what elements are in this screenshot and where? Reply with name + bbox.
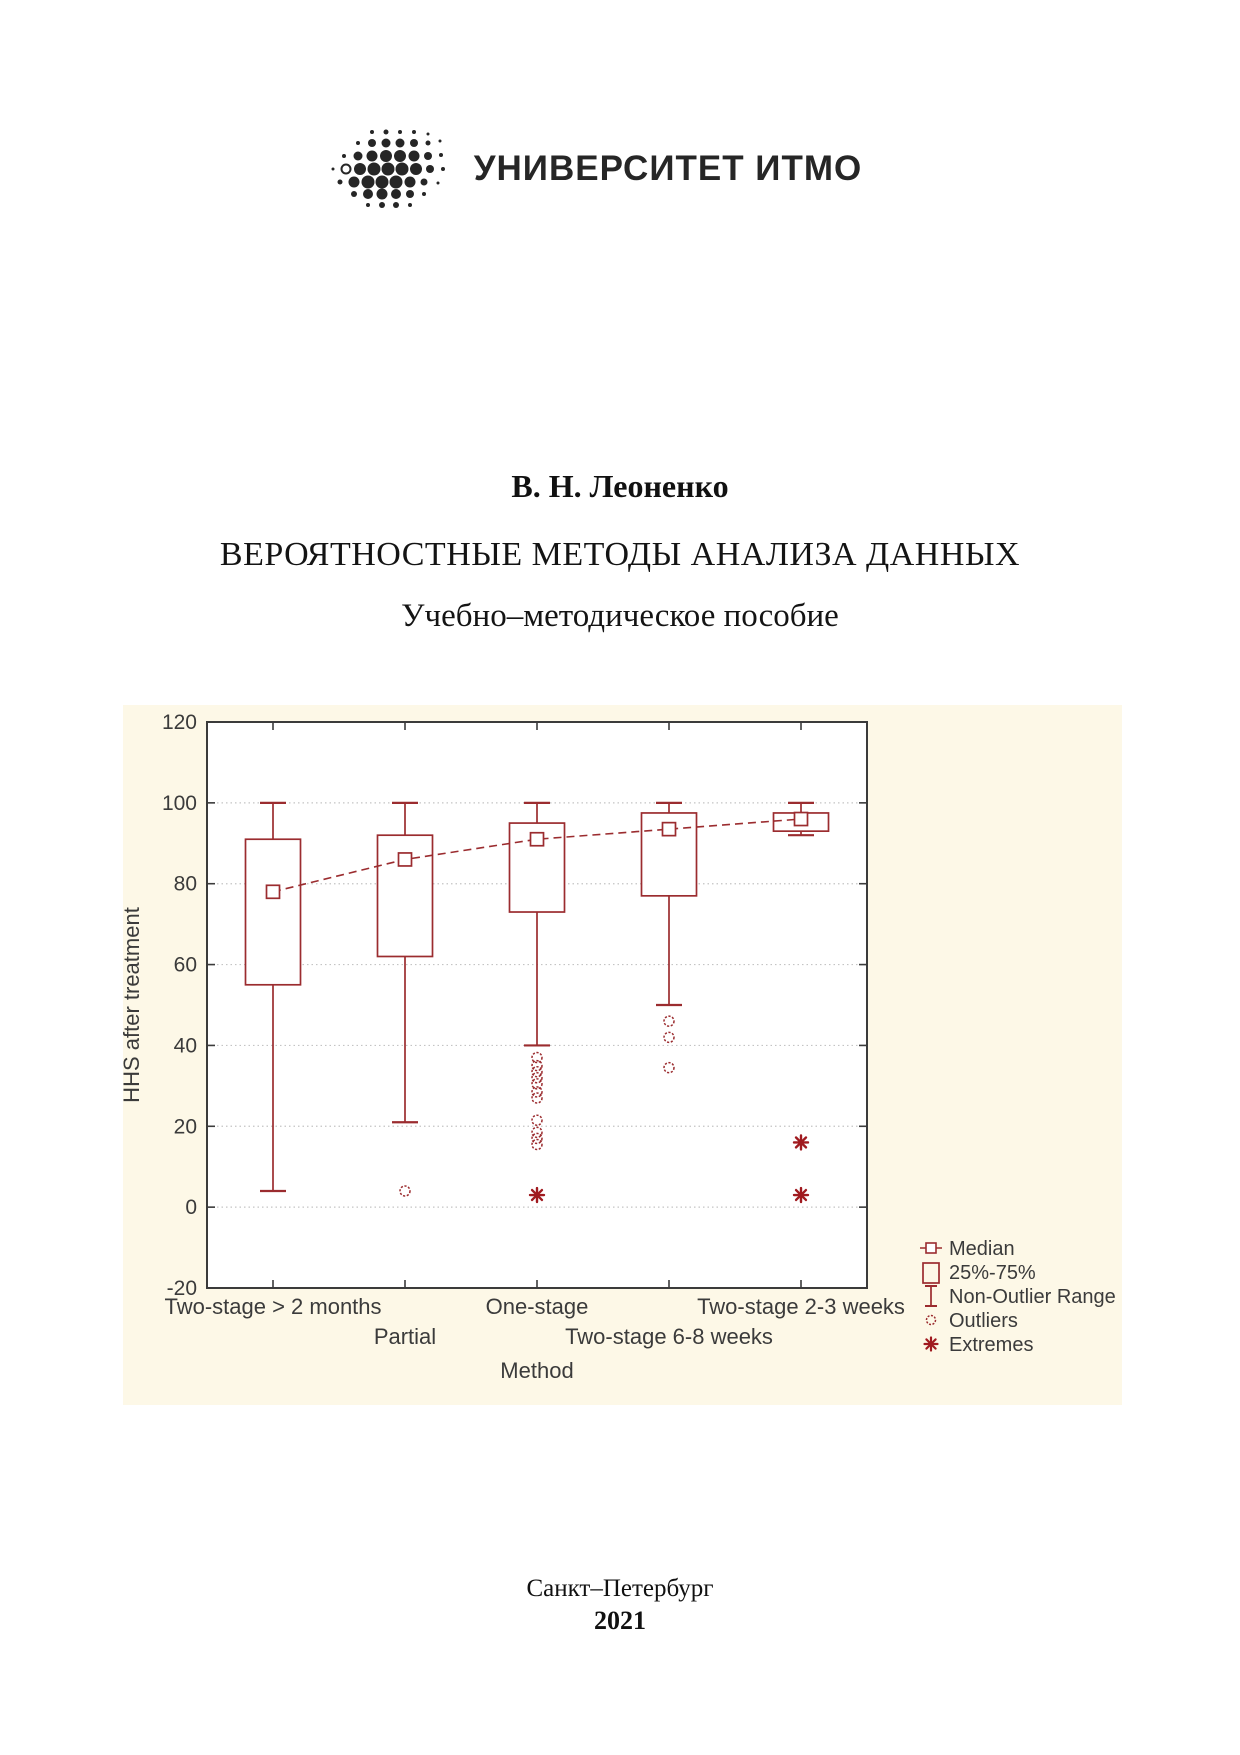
iqr-box <box>244 838 302 986</box>
x-category-label: Partial <box>374 1324 436 1349</box>
outlier-point <box>531 1092 543 1104</box>
itmo-logo-dots-icon <box>331 129 445 208</box>
outlier-point <box>531 1051 543 1064</box>
page-subtitle: Учебно–методическое пособие <box>401 598 839 634</box>
extreme-point <box>794 1188 808 1202</box>
itmo-logo: УНИВЕРСИТЕТ ИТМО <box>0 126 1215 212</box>
x-category-label: Two-stage 6-8 weeks <box>565 1324 773 1349</box>
outlier-point <box>531 1086 543 1098</box>
median-marker <box>397 852 413 867</box>
legend-box-icon <box>922 1262 940 1284</box>
median-line <box>272 818 802 893</box>
hhs-boxplot-chart: -20 0 20 40 60 80 100 120 HHS after treatment Met… <box>119 705 1122 1405</box>
outlier-point <box>531 1114 543 1126</box>
legend-median-icon <box>925 1242 937 1254</box>
extreme-point <box>925 1338 937 1350</box>
y-tick-label: 20 <box>174 1115 197 1138</box>
legend-label: 25%-75% <box>949 1262 1036 1284</box>
outlier-point <box>663 1031 675 1044</box>
x-category-label: Two-stage > 2 months <box>164 1294 381 1319</box>
footer-year: 2021 <box>594 1606 646 1635</box>
footer-city: Санкт–Петербург <box>526 1575 714 1602</box>
legend-label: Extremes <box>949 1334 1033 1356</box>
outlier-point <box>663 1061 675 1074</box>
outlier-point <box>663 1015 675 1027</box>
y-tick-label: 40 <box>174 1034 197 1057</box>
y-tick-label: 100 <box>162 792 197 815</box>
legend-label: Outliers <box>949 1310 1018 1332</box>
outlier-point <box>399 1185 411 1197</box>
outlier-point <box>531 1065 543 1078</box>
page-title: ВЕРОЯТНОСТНЫЕ МЕТОДЫ АНАЛИЗА ДАННЫХ <box>219 536 1021 573</box>
median-marker <box>661 821 677 837</box>
outlier-point <box>531 1138 543 1151</box>
outlier-point <box>531 1126 543 1139</box>
author-name: В. Н. Леоненко <box>511 468 729 504</box>
median-marker <box>793 811 809 827</box>
x-category-label: Two-stage 2-3 weeks <box>697 1294 905 1319</box>
median-marker <box>529 831 545 847</box>
boxplot-svg: -20 0 20 40 60 80 100 120 HHS after treatment Met… <box>119 711 1116 1383</box>
legend-outlier-icon <box>925 1314 937 1326</box>
extreme-point <box>794 1136 808 1149</box>
outlier-point <box>531 1072 543 1084</box>
y-tick-label: 60 <box>174 954 197 977</box>
y-tick-label: -20 <box>167 1277 197 1300</box>
extreme-point <box>530 1188 544 1202</box>
outlier-point <box>531 1059 543 1072</box>
y-tick-label: 80 <box>174 873 197 896</box>
x-axis-title: Method <box>500 1358 573 1383</box>
x-category-label: One-stage <box>486 1294 589 1319</box>
legend-label: Median <box>949 1238 1015 1260</box>
median-marker <box>265 884 281 900</box>
itmo-logo-text: УНИВЕРСИТЕТ ИТМО <box>473 149 863 188</box>
outlier-point <box>531 1132 543 1145</box>
y-tick-label: 120 <box>162 711 197 734</box>
legend-label: Non-Outlier Range <box>949 1286 1116 1308</box>
y-axis-title: HHS after treatment <box>123 907 144 1103</box>
outlier-point <box>531 1078 543 1090</box>
y-tick-label: 0 <box>185 1196 197 1219</box>
